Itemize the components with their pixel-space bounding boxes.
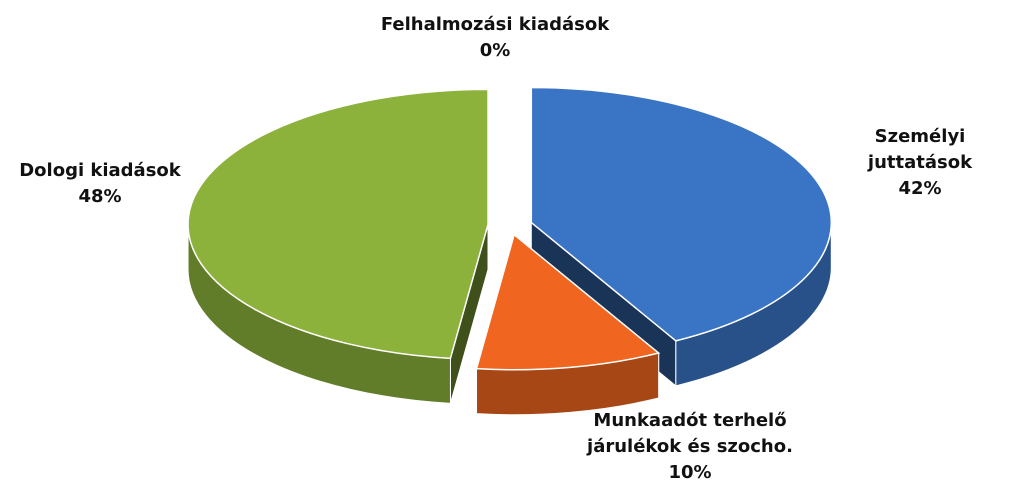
- value-label: 0%: [479, 40, 511, 61]
- slice-label: Felhalmozási kiadások 0%: [345, 12, 645, 64]
- slice: [530, 86, 833, 342]
- slice-label: Személyi juttatások 42%: [820, 124, 1020, 202]
- value-label: 48%: [78, 186, 122, 207]
- category-label: Munkaadót terhelő járulékok és szocho.: [587, 410, 793, 457]
- slice: [475, 233, 661, 371]
- category-label: Felhalmozási kiadások: [380, 14, 610, 35]
- slice-label: Munkaadót terhelő járulékok és szocho. 1…: [560, 408, 820, 486]
- slice: [187, 88, 489, 360]
- slice-label: Dologi kiadások 48%: [0, 158, 200, 210]
- value-label: 42%: [898, 178, 942, 199]
- value-label: 10%: [668, 462, 712, 483]
- category-label: Személyi juttatások: [867, 126, 973, 173]
- category-label: Dologi kiadások: [19, 160, 181, 181]
